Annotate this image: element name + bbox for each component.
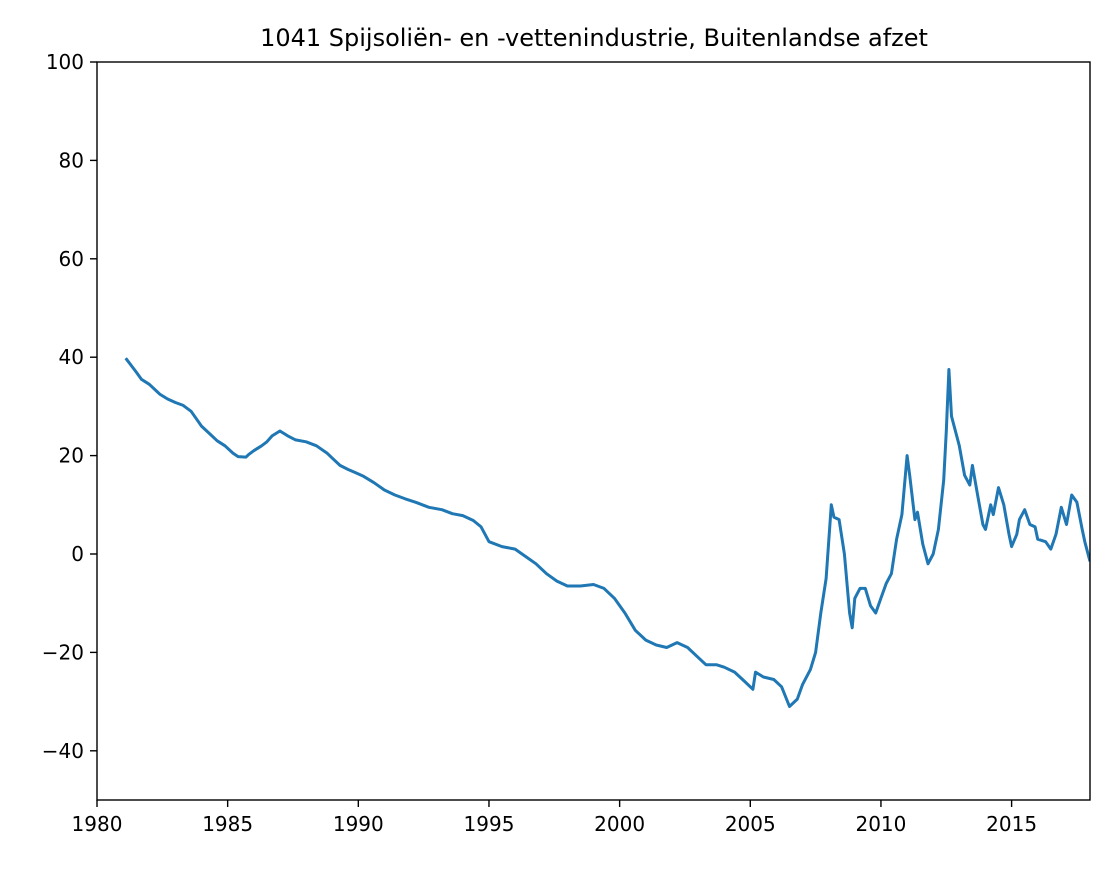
y-axis: −40 −20 0 20 40 60 80 100 <box>42 50 97 763</box>
y-tick-label: 60 <box>59 247 84 271</box>
x-tick-label: 2010 <box>855 812 906 836</box>
y-tick-label: 20 <box>59 444 84 468</box>
plot-area <box>124 357 1090 708</box>
x-tick-label: 2015 <box>986 812 1037 836</box>
x-tick-label: 1980 <box>72 812 123 836</box>
y-tick-label: −20 <box>42 640 84 664</box>
x-axis: 1980 1985 1990 1995 2000 2005 2010 2015 <box>72 800 1037 836</box>
series-line-0 <box>124 357 1090 708</box>
y-tick-label: −40 <box>42 739 84 763</box>
y-tick-label: 40 <box>59 345 84 369</box>
chart-title: 1041 Spijsoliën- en -vettenindustrie, Bu… <box>260 24 928 52</box>
x-tick-label: 1995 <box>464 812 515 836</box>
x-tick-label: 1985 <box>202 812 253 836</box>
x-tick-label: 2005 <box>725 812 776 836</box>
x-tick-label: 2000 <box>594 812 645 836</box>
y-tick-label: 100 <box>46 50 84 74</box>
y-tick-label: 0 <box>71 542 84 566</box>
y-tick-label: 80 <box>59 148 84 172</box>
x-tick-label: 1990 <box>333 812 384 836</box>
axes-frame <box>96 61 1091 801</box>
